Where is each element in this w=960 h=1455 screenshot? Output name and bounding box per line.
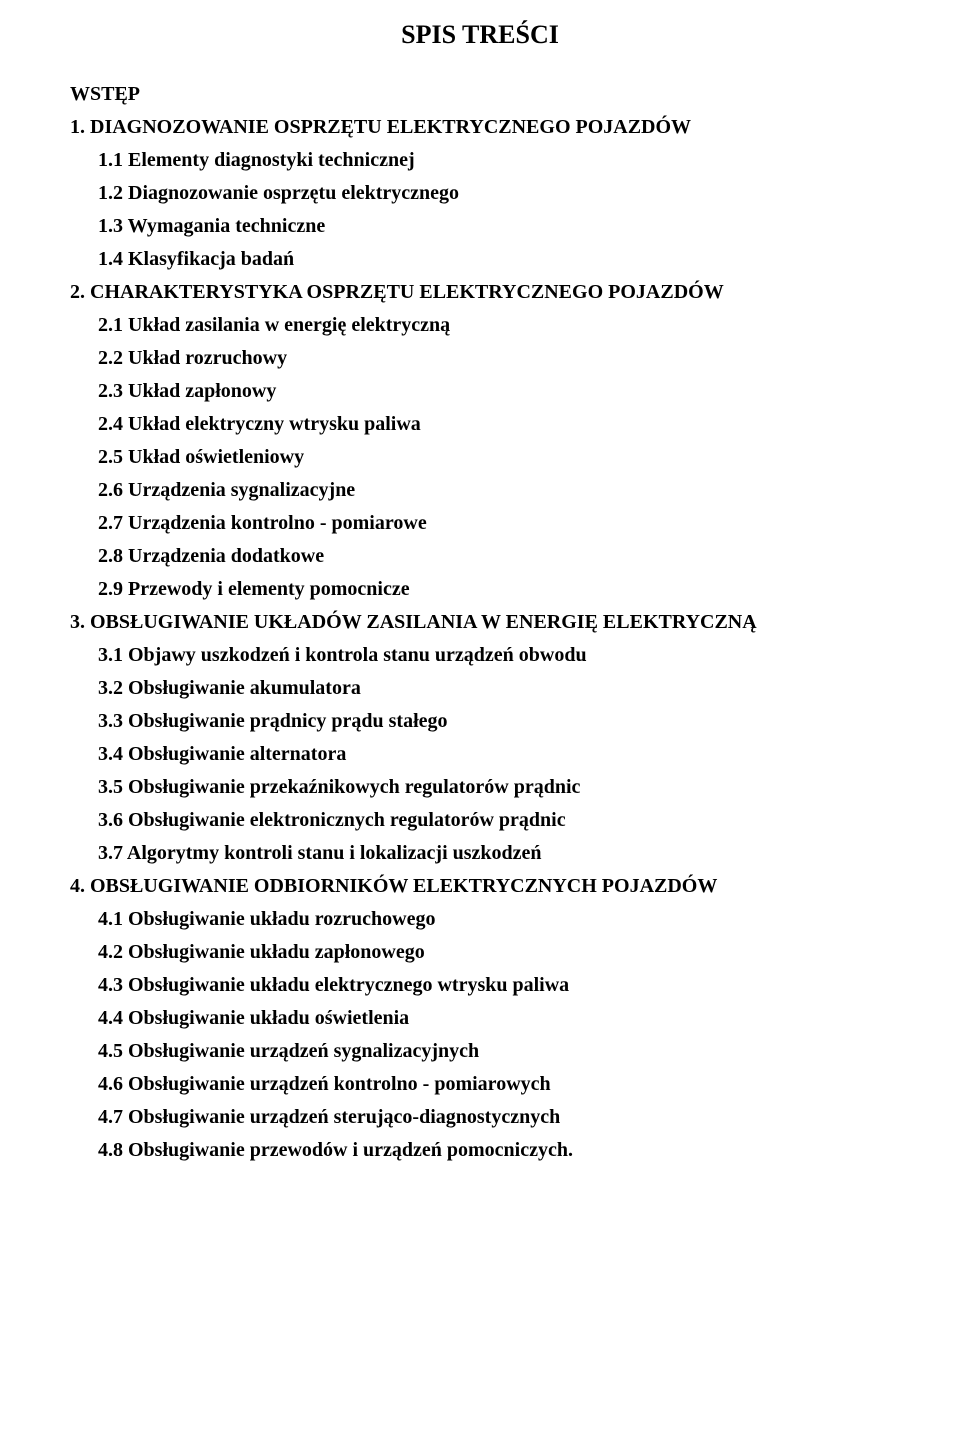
toc-entry: 1.4 Klasyfikacja badań [70,243,890,276]
toc-entry: 4.4 Obsługiwanie układu oświetlenia [70,1002,890,1035]
toc-entry: 4.1 Obsługiwanie układu rozruchowego [70,903,890,936]
toc-entry: 2.6 Urządzenia sygnalizacyjne [70,474,890,507]
toc-entry: 3.4 Obsługiwanie alternatora [70,738,890,771]
toc-entry: 2.8 Urządzenia dodatkowe [70,540,890,573]
toc-entry: 2.2 Układ rozruchowy [70,342,890,375]
toc-entry: 2.7 Urządzenia kontrolno - pomiarowe [70,507,890,540]
toc-entry: WSTĘP [70,78,890,111]
toc-entry: 3.7 Algorytmy kontroli stanu i lokalizac… [70,837,890,870]
toc-entry: 1. DIAGNOZOWANIE OSPRZĘTU ELEKTRYCZNEGO … [70,111,890,144]
toc-entry: 2.4 Układ elektryczny wtrysku paliwa [70,408,890,441]
toc-entry: 2.3 Układ zapłonowy [70,375,890,408]
toc-entry: 3.1 Objawy uszkodzeń i kontrola stanu ur… [70,639,890,672]
toc-list: WSTĘP1. DIAGNOZOWANIE OSPRZĘTU ELEKTRYCZ… [70,78,890,1167]
toc-entry: 1.1 Elementy diagnostyki technicznej [70,144,890,177]
toc-entry: 3.5 Obsługiwanie przekaźnikowych regulat… [70,771,890,804]
toc-entry: 4.3 Obsługiwanie układu elektrycznego wt… [70,969,890,1002]
toc-entry: 2.1 Układ zasilania w energię elektryczn… [70,309,890,342]
toc-entry: 4.2 Obsługiwanie układu zapłonowego [70,936,890,969]
toc-entry: 3.2 Obsługiwanie akumulatora [70,672,890,705]
toc-entry: 2.9 Przewody i elementy pomocnicze [70,573,890,606]
toc-entry: 4.6 Obsługiwanie urządzeń kontrolno - po… [70,1068,890,1101]
toc-entry: 4. OBSŁUGIWANIE ODBIORNIKÓW ELEKTRYCZNYC… [70,870,890,903]
toc-entry: 3. OBSŁUGIWANIE UKŁADÓW ZASILANIA W ENER… [70,606,890,639]
page-title: SPIS TREŚCI [70,20,890,50]
toc-entry: 2. CHARAKTERYSTYKA OSPRZĘTU ELEKTRYCZNEG… [70,276,890,309]
toc-entry: 2.5 Układ oświetleniowy [70,441,890,474]
toc-entry: 3.3 Obsługiwanie prądnicy prądu stałego [70,705,890,738]
toc-entry: 1.3 Wymagania techniczne [70,210,890,243]
toc-entry: 4.5 Obsługiwanie urządzeń sygnalizacyjny… [70,1035,890,1068]
toc-entry: 1.2 Diagnozowanie osprzętu elektrycznego [70,177,890,210]
toc-entry: 4.8 Obsługiwanie przewodów i urządzeń po… [70,1134,890,1167]
toc-entry: 4.7 Obsługiwanie urządzeń sterująco-diag… [70,1101,890,1134]
toc-entry: 3.6 Obsługiwanie elektronicznych regulat… [70,804,890,837]
document-page: SPIS TREŚCI WSTĘP1. DIAGNOZOWANIE OSPRZĘ… [0,0,960,1207]
